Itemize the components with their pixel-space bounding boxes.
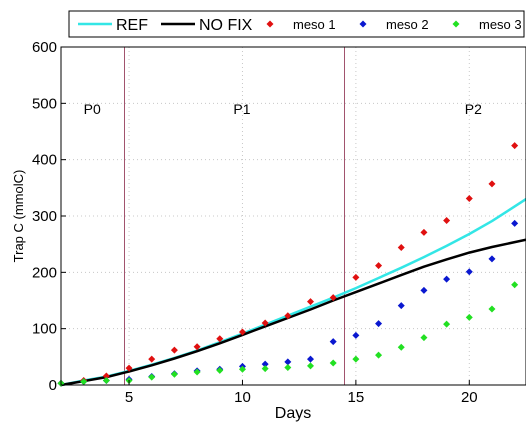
point-meso-1 (238, 328, 246, 336)
point-meso-3 (148, 373, 156, 381)
point-meso-1 (307, 298, 315, 306)
point-meso-3 (443, 320, 451, 328)
point-meso-3 (352, 355, 360, 363)
point-meso-2 (488, 255, 496, 263)
point-meso-2 (443, 275, 451, 283)
phase-label: P2 (465, 101, 482, 117)
point-meso-1 (465, 195, 473, 203)
point-meso-1 (397, 244, 405, 252)
x-tick-label: 15 (348, 389, 365, 406)
legend-label: NO FIX (199, 17, 253, 34)
point-meso-2 (352, 331, 360, 339)
point-meso-1 (261, 319, 269, 327)
point-meso-3 (420, 334, 428, 342)
point-meso-2 (397, 302, 405, 310)
y-axis-label: Trap C (mmolC) (11, 170, 26, 263)
x-tick-label: 10 (234, 389, 251, 406)
point-meso-1 (488, 180, 496, 188)
legend-label: meso 1 (293, 17, 336, 32)
legend-marker-swatch (359, 20, 367, 28)
point-meso-1 (375, 262, 383, 270)
y-tick-label: 500 (32, 95, 57, 112)
y-tick-label: 100 (32, 321, 57, 338)
point-meso-1 (511, 142, 519, 150)
point-meso-2 (465, 268, 473, 276)
point-meso-3 (329, 359, 337, 367)
y-tick-label: 400 (32, 152, 57, 169)
point-meso-3 (397, 343, 405, 351)
legend: REF NO FIX meso 1 meso 2 meso 3 (68, 10, 525, 38)
point-meso-1 (170, 346, 178, 354)
point-meso-2 (284, 358, 292, 366)
point-meso-1 (216, 335, 224, 343)
point-meso-3 (170, 370, 178, 378)
point-meso-3 (193, 368, 201, 376)
point-meso-1 (193, 343, 201, 351)
point-meso-2 (261, 360, 269, 368)
grid (61, 47, 526, 385)
point-meso-3 (80, 378, 88, 386)
axis-ticks: 0 100 200 300 400 500 600 5 10 15 20 (32, 39, 478, 406)
legend-box (68, 10, 525, 38)
point-meso-3 (465, 313, 473, 321)
point-meso-3 (307, 362, 315, 370)
point-meso-1 (125, 364, 133, 372)
x-axis-label: Days (275, 405, 311, 422)
point-meso-1 (102, 372, 110, 380)
point-meso-2 (307, 355, 315, 363)
point-meso-1 (329, 294, 337, 302)
point-meso-3 (238, 365, 246, 373)
legend-marker-swatch (452, 20, 460, 28)
point-meso-1 (420, 228, 428, 236)
data-points (57, 142, 519, 387)
point-meso-1 (352, 273, 360, 281)
point-meso-3 (284, 364, 292, 372)
phase-label: P1 (233, 101, 250, 117)
legend-label: meso 3 (479, 17, 522, 32)
point-meso-3 (216, 366, 224, 374)
legend-label: REF (116, 17, 148, 34)
point-meso-1 (284, 312, 292, 320)
point-meso-2 (375, 320, 383, 328)
phase-label: P0 (84, 101, 101, 117)
legend-marker-swatch (266, 20, 274, 28)
point-meso-3 (102, 376, 110, 384)
y-tick-label: 0 (49, 377, 57, 394)
point-meso-2 (420, 286, 428, 294)
x-tick-label: 20 (461, 389, 478, 406)
point-meso-3 (261, 365, 269, 373)
phase-boundaries: P0 P1 P2 (84, 47, 482, 385)
x-tick-label: 5 (125, 389, 133, 406)
y-tick-label: 600 (32, 39, 57, 56)
point-meso-2 (329, 338, 337, 346)
point-meso-1 (148, 355, 156, 363)
point-meso-3 (511, 281, 519, 289)
point-meso-1 (443, 217, 451, 225)
y-tick-label: 300 (32, 208, 57, 225)
y-tick-label: 200 (32, 264, 57, 281)
point-meso-3 (375, 351, 383, 359)
point-meso-2 (511, 219, 519, 227)
point-meso-3 (488, 305, 496, 313)
legend-label: meso 2 (386, 17, 429, 32)
